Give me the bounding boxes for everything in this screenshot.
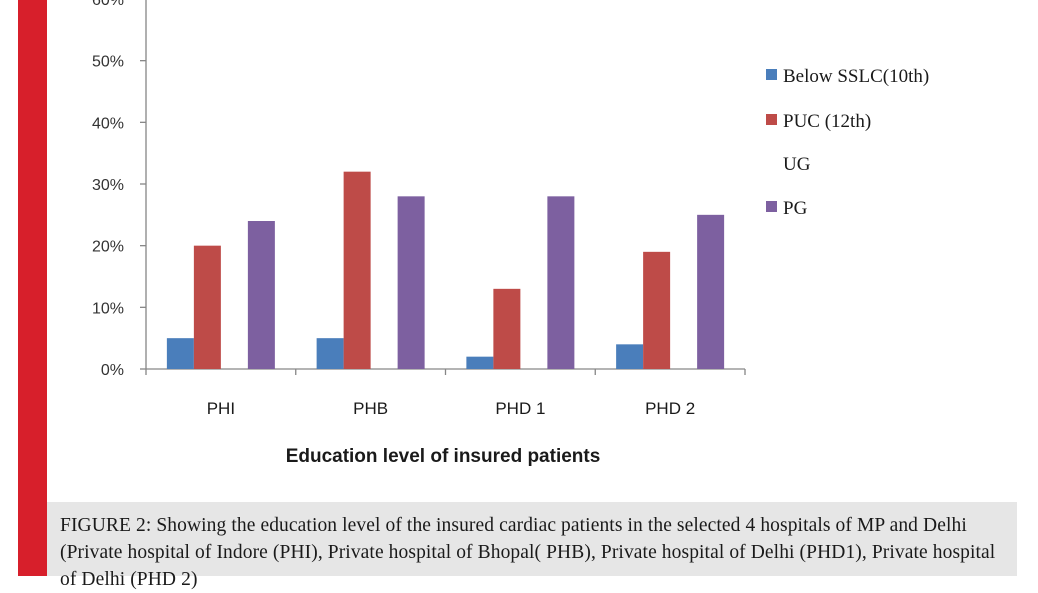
x-tick-label: PHD 2	[645, 399, 695, 418]
bar	[493, 288, 521, 369]
legend: Below SSLC(10th) PUC (12th) UG PG	[766, 66, 929, 219]
y-tick-label: 20%	[92, 239, 124, 256]
y-tick-label: 30%	[92, 177, 124, 194]
legend-label: Below SSLC(10th)	[783, 66, 929, 87]
y-axis: 0% 10% 20% 30% 40% 50% 60%	[92, 0, 147, 379]
bar	[193, 245, 221, 369]
bar	[466, 356, 494, 369]
figure-caption: FIGURE 2: Showing the education level of…	[60, 515, 996, 590]
figure-caption-box: FIGURE 2: Showing the education level of…	[47, 502, 1017, 590]
y-tick-label: 60%	[92, 0, 124, 9]
bar	[247, 221, 275, 369]
legend-swatch	[766, 201, 777, 212]
x-tick-label: PHI	[207, 399, 235, 418]
y-tick-label: 40%	[92, 115, 124, 132]
legend-label: PUC (12th)	[783, 111, 871, 132]
bar	[166, 338, 194, 369]
bar-chart: 0% 10% 20% 30% 40% 50% 60% PHI PHB PHD 1 PHD 2 Be…	[92, 0, 929, 467]
legend-swatch	[766, 114, 777, 125]
legend-swatch	[766, 69, 777, 80]
bar	[343, 171, 371, 369]
y-tick-label: 0%	[101, 362, 124, 379]
bar	[397, 196, 425, 369]
left-accent-bar	[0, 0, 47, 576]
x-tick-label: PHD 1	[495, 399, 545, 418]
bar	[316, 338, 344, 369]
x-tick-label: PHB	[353, 399, 388, 418]
bar	[616, 344, 644, 369]
bar	[643, 251, 671, 369]
legend-label: UG	[783, 154, 811, 175]
bar	[547, 196, 575, 369]
y-tick-label: 50%	[92, 54, 124, 71]
bar	[697, 214, 725, 369]
x-axis-title: Education level of insured patients	[286, 446, 601, 467]
legend-label: PG	[783, 198, 808, 219]
bars	[166, 171, 725, 369]
y-tick-label: 10%	[92, 300, 124, 317]
x-axis: PHI PHB PHD 1 PHD 2	[145, 368, 746, 418]
